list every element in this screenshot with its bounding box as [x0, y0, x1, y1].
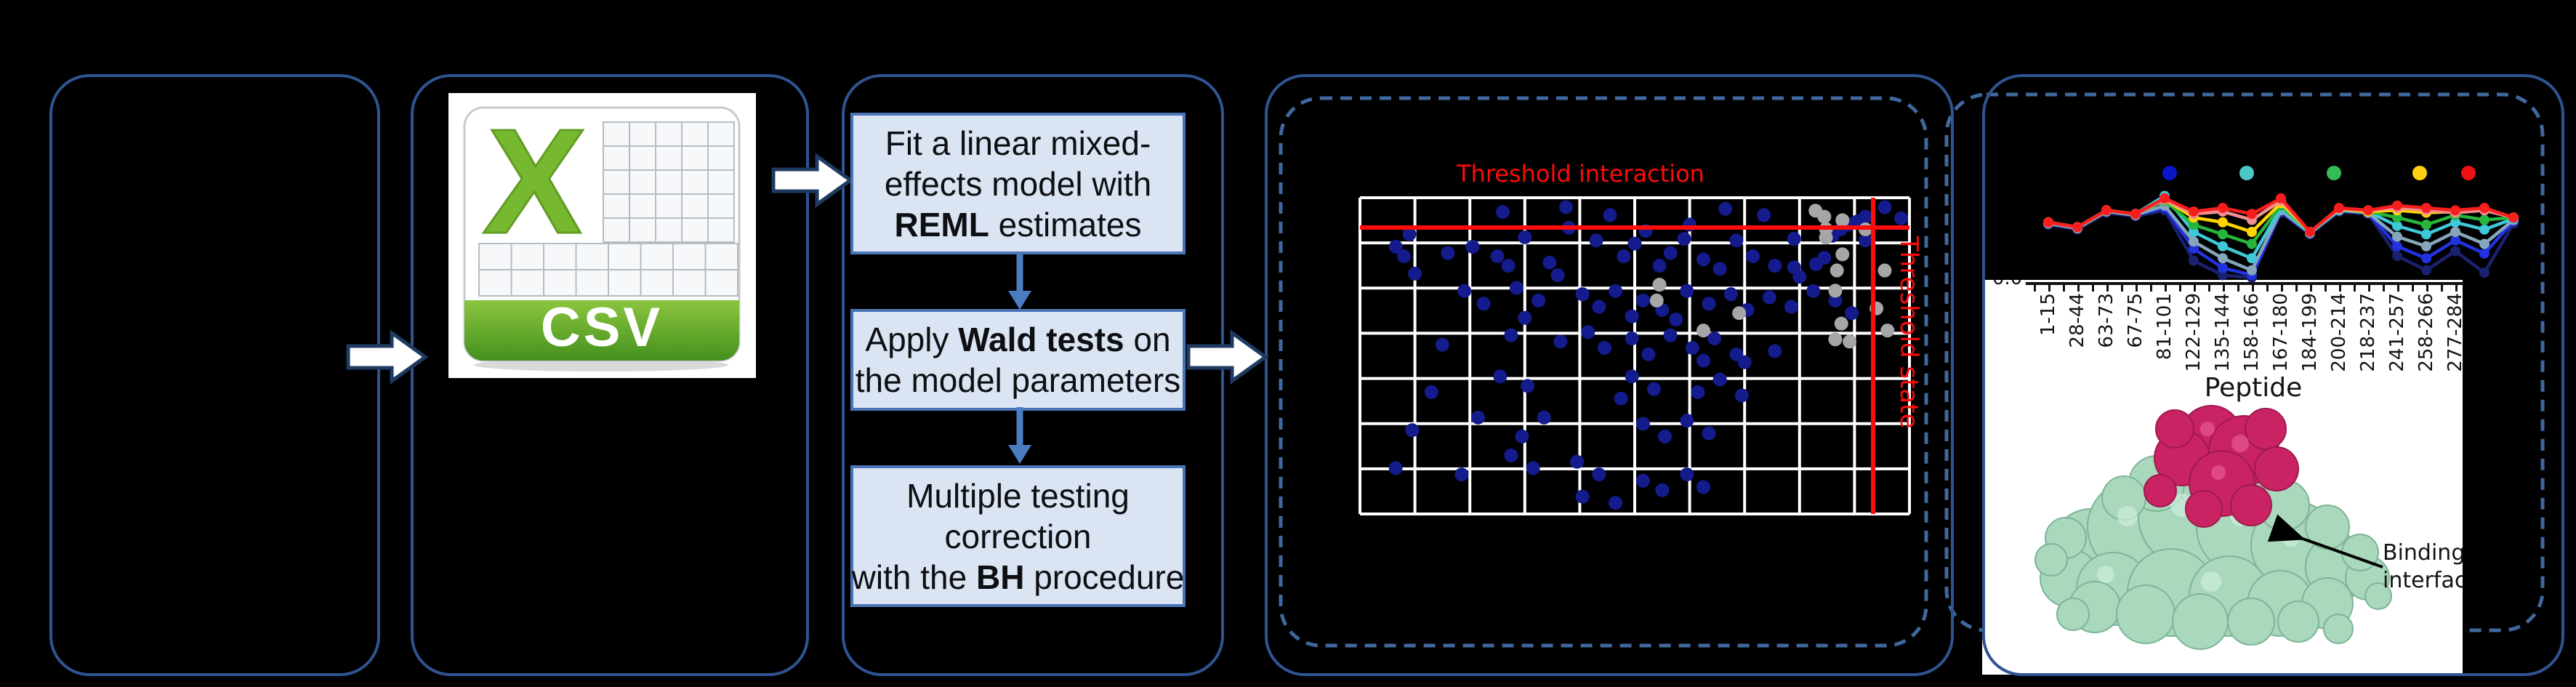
- x-axis-tick: [2252, 285, 2254, 292]
- step-text-line: effects model with: [884, 164, 1152, 203]
- legend-dot-icon: [2239, 166, 2254, 180]
- csv-file-icon: X CSV: [463, 97, 741, 371]
- x-axis-tick: [2165, 285, 2167, 292]
- state-panel-image-background: 0.0 1-1528-4463-7367-7581-101122-129135-…: [1982, 280, 2463, 675]
- step-text-line: Apply Wald tests on: [865, 321, 1171, 358]
- x-axis-tick: [2092, 285, 2094, 292]
- panel-interaction-box: [1265, 74, 1954, 676]
- step-text-line: Fit a linear mixed-: [885, 124, 1151, 162]
- x-axis-tick: [2150, 285, 2152, 292]
- scatter-plot: [1359, 196, 1911, 515]
- x-axis-tick: [2121, 285, 2123, 292]
- x-axis-tick: [2368, 285, 2370, 292]
- legend-dot-icon: [2327, 166, 2341, 180]
- x-axis-tick: [2208, 285, 2210, 292]
- binding-interface-surface: [2144, 405, 2299, 528]
- down-arrow-2-icon: [1008, 407, 1031, 464]
- csv-label: CSV: [541, 297, 663, 358]
- x-axis-tick: [2281, 285, 2283, 292]
- legend-dot-icon: [2162, 166, 2177, 180]
- threshold-interaction-label: Threshold interaction: [1457, 160, 1704, 188]
- x-axis-tick: [2339, 285, 2341, 292]
- x-axis-tick: [2354, 285, 2356, 292]
- y-axis-tick-label: 0.0: [1992, 280, 2022, 289]
- panel-state-box: [1982, 74, 2564, 676]
- x-axis-tick: [2034, 285, 2036, 292]
- x-axis-tick: [2441, 285, 2443, 292]
- x-axis-tick: [2223, 285, 2225, 292]
- down-arrow-1-icon: [1008, 253, 1031, 310]
- step-multiple-testing: Multiple testing correction with the BH …: [850, 465, 1186, 607]
- panel-model-box: [842, 74, 1224, 676]
- step-text-line: Multiple testing: [906, 476, 1130, 515]
- x-axis-line: [2026, 282, 2463, 285]
- legend-dot-icon: [2412, 166, 2427, 180]
- interaction-panel-dashed-border: [1279, 96, 1928, 648]
- x-axis-tick: [2179, 285, 2181, 292]
- x-axis-tick: [2194, 285, 2196, 292]
- step-text-line: with the BH procedure: [851, 558, 1185, 596]
- x-axis-tick: [2266, 285, 2269, 292]
- x-axis-tick: [2136, 285, 2138, 292]
- x-axis-tick: [2048, 285, 2050, 292]
- step-fit-model: Fit a linear mixed- effects model with R…: [850, 113, 1186, 254]
- spreadsheet-grid: [478, 121, 738, 297]
- x-axis-tick: [2455, 285, 2458, 292]
- protein-structure-image: [2034, 405, 2392, 650]
- x-axis-tick: [2383, 285, 2385, 292]
- x-axis-tick: [2325, 285, 2327, 292]
- flow-arrow-1-icon: [346, 329, 429, 385]
- x-axis-tick: [2310, 285, 2312, 292]
- flow-arrow-2-icon: [771, 153, 854, 208]
- x-axis-tick: [2237, 285, 2239, 292]
- step-text-line: the model parameters: [855, 361, 1181, 399]
- panel-input-box: [49, 74, 380, 676]
- legend-dot-icon: [2461, 166, 2476, 180]
- x-axis-tick: [2295, 285, 2298, 292]
- step-wald-tests: Apply Wald tests on the model parameters: [850, 309, 1186, 411]
- binding-interface-arrow-icon: [2267, 514, 2383, 569]
- x-axis-tick: [2063, 285, 2065, 292]
- line-plot: [2043, 166, 2519, 283]
- step-text-line: REML estimates: [894, 205, 1142, 244]
- x-axis-tick: [2426, 285, 2428, 292]
- x-axis-tick: [2077, 285, 2080, 292]
- peptide-axis-title: Peptide: [2204, 373, 2303, 403]
- step-text-line: correction: [944, 517, 1092, 555]
- x-axis-tick: [2412, 285, 2414, 292]
- flow-arrow-3-icon: [1186, 329, 1269, 385]
- binding-interface-label: Binding interface: [2383, 540, 2463, 593]
- x-axis-tick: [2106, 285, 2109, 292]
- threshold-state-label: Threshold state: [1894, 236, 1923, 429]
- x-axis-tick: [2397, 285, 2399, 292]
- excel-x-glyph: X: [480, 98, 589, 265]
- panel-csv-box: [411, 74, 809, 676]
